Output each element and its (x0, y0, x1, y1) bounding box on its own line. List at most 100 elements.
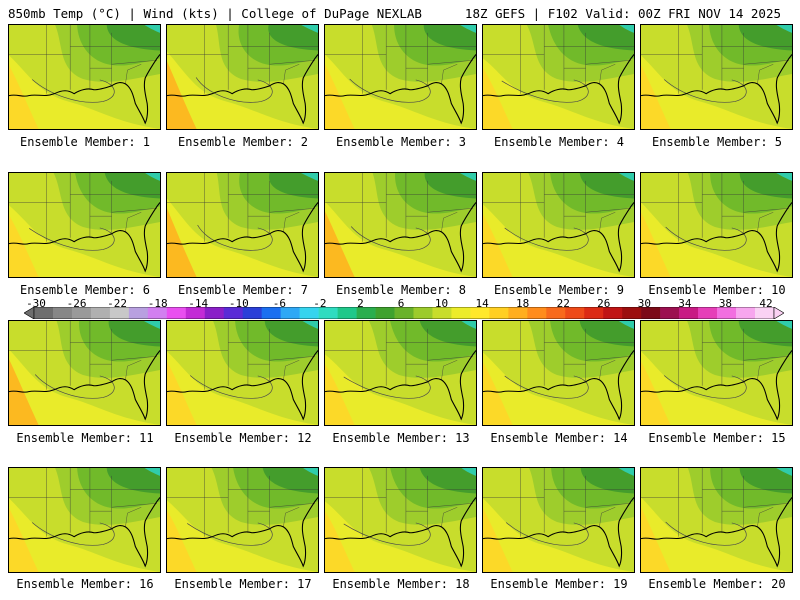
colorbar-swatch (546, 307, 566, 319)
colorbar-swatch (451, 307, 471, 319)
colorbar-tick-label: 42 (759, 297, 773, 310)
ensemble-member-map (8, 24, 161, 130)
colorbar-swatch (565, 307, 585, 319)
colorbar-swatch (489, 307, 509, 319)
colorbar-tick-label: 6 (397, 297, 405, 310)
ensemble-member-map (166, 24, 319, 130)
ensemble-member-label: Ensemble Member: 2 (177, 135, 309, 149)
ensemble-member-map (482, 320, 635, 426)
ensemble-member-label: Ensemble Member: 17 (174, 577, 312, 591)
colorbar-swatch (603, 307, 623, 319)
colorbar-swatch (755, 307, 775, 319)
colorbar-swatch (394, 307, 414, 319)
colorbar-swatch (356, 307, 376, 319)
ensemble-member-label: Ensemble Member: 4 (493, 135, 625, 149)
colorbar-tick-label: -6 (272, 297, 286, 310)
map-title: 850mb Temp (°C) | Wind (kts) | College o… (8, 6, 422, 21)
ensemble-member-map (166, 467, 319, 573)
colorbar-swatch (432, 307, 452, 319)
temperature-colorbar (24, 307, 784, 319)
colorbar-tick-label: 10 (434, 297, 449, 310)
colorbar-swatch (261, 307, 281, 319)
ensemble-member-label: Ensemble Member: 6 (19, 283, 151, 297)
colorbar-right-arrow (773, 307, 784, 319)
colorbar-swatch (660, 307, 680, 319)
ensemble-member-map (8, 467, 161, 573)
colorbar-swatch (413, 307, 433, 319)
colorbar-swatch (736, 307, 756, 319)
colorbar-tick-label: 18 (516, 297, 530, 310)
colorbar-swatch (299, 307, 319, 319)
ensemble-member-label: Ensemble Member: 19 (490, 577, 628, 591)
ensemble-member-label: Ensemble Member: 7 (177, 283, 309, 297)
colorbar-swatch (185, 307, 206, 319)
colorbar-tick-label: -22 (107, 297, 128, 310)
ensemble-member-label: Ensemble Member: 14 (490, 431, 628, 445)
ensemble-member-label: Ensemble Member: 13 (332, 431, 470, 445)
colorbar-tick-label: -14 (188, 297, 209, 310)
ensemble-member-label: Ensemble Member: 5 (651, 135, 783, 149)
ensemble-member-label: Ensemble Member: 11 (16, 431, 154, 445)
ensemble-member-map (324, 172, 477, 278)
colorbar-swatch (679, 307, 699, 319)
ensemble-member-map (166, 172, 319, 278)
colorbar-tick-label: 2 (357, 297, 364, 310)
colorbar-swatch (584, 307, 604, 319)
ensemble-member-label: Ensemble Member: 8 (335, 283, 467, 297)
colorbar-tick-label: -2 (313, 297, 327, 310)
ensemble-member-label: Ensemble Member: 9 (493, 283, 625, 297)
ensemble-member-label: Ensemble Member: 16 (16, 577, 154, 591)
ensemble-member-label: Ensemble Member: 20 (648, 577, 786, 591)
ensemble-member-label: Ensemble Member: 3 (335, 135, 467, 149)
ensemble-member-label: Ensemble Member: 15 (648, 431, 786, 445)
ensemble-member-map (324, 24, 477, 130)
colorbar-tick-label: -10 (228, 297, 249, 310)
colorbar-tick-label: -26 (66, 297, 87, 310)
ensemble-member-map (324, 320, 477, 426)
colorbar-swatch (71, 307, 92, 319)
colorbar-swatch (717, 307, 737, 319)
ensemble-member-map (8, 172, 161, 278)
ensemble-member-map (166, 320, 319, 426)
colorbar-swatch (318, 307, 338, 319)
ensemble-member-map (482, 467, 635, 573)
colorbar-tick-label: 30 (637, 297, 651, 310)
ensemble-member-map (324, 467, 477, 573)
colorbar-tick-label: 34 (678, 297, 692, 310)
colorbar-tick-label: 26 (597, 297, 611, 310)
colorbar-swatch (223, 307, 244, 319)
model-run-info: 18Z GEFS | F102 Valid: 00Z FRI NOV 14 20… (464, 6, 781, 21)
colorbar-tick-label: 22 (556, 297, 570, 310)
ensemble-member-map (482, 172, 635, 278)
colorbar-tick-label: -18 (147, 297, 168, 310)
colorbar-swatch (641, 307, 661, 319)
colorbar-swatch (242, 307, 262, 319)
colorbar-swatch (166, 307, 187, 319)
colorbar-swatch (52, 307, 73, 319)
colorbar-swatch (375, 307, 395, 319)
ensemble-member-label: Ensemble Member: 18 (332, 577, 470, 591)
colorbar-swatch (622, 307, 642, 319)
colorbar-tick-label: 14 (475, 297, 489, 310)
colorbar-swatch (527, 307, 547, 319)
colorbar-swatch (337, 307, 357, 319)
colorbar-swatch (147, 307, 168, 319)
colorbar-swatch (470, 307, 490, 319)
ensemble-member-label: Ensemble Member: 12 (174, 431, 312, 445)
ensemble-member-map (640, 24, 793, 130)
colorbar-swatch (280, 307, 300, 319)
colorbar-swatch (90, 307, 111, 319)
colorbar-swatch (128, 307, 149, 319)
colorbar-swatch (508, 307, 528, 319)
ensemble-member-map (640, 320, 793, 426)
colorbar-tick-label: -30 (26, 297, 46, 310)
ensemble-member-map (8, 320, 161, 426)
ensemble-member-map (640, 172, 793, 278)
colorbar-swatch (109, 307, 130, 319)
colorbar-tick-label: 38 (718, 297, 733, 310)
ensemble-member-map (482, 24, 635, 130)
ensemble-member-label: Ensemble Member: 10 (648, 283, 786, 297)
colorbar-swatch (34, 307, 54, 319)
colorbar-swatch (204, 307, 225, 319)
colorbar-swatch (698, 307, 718, 319)
